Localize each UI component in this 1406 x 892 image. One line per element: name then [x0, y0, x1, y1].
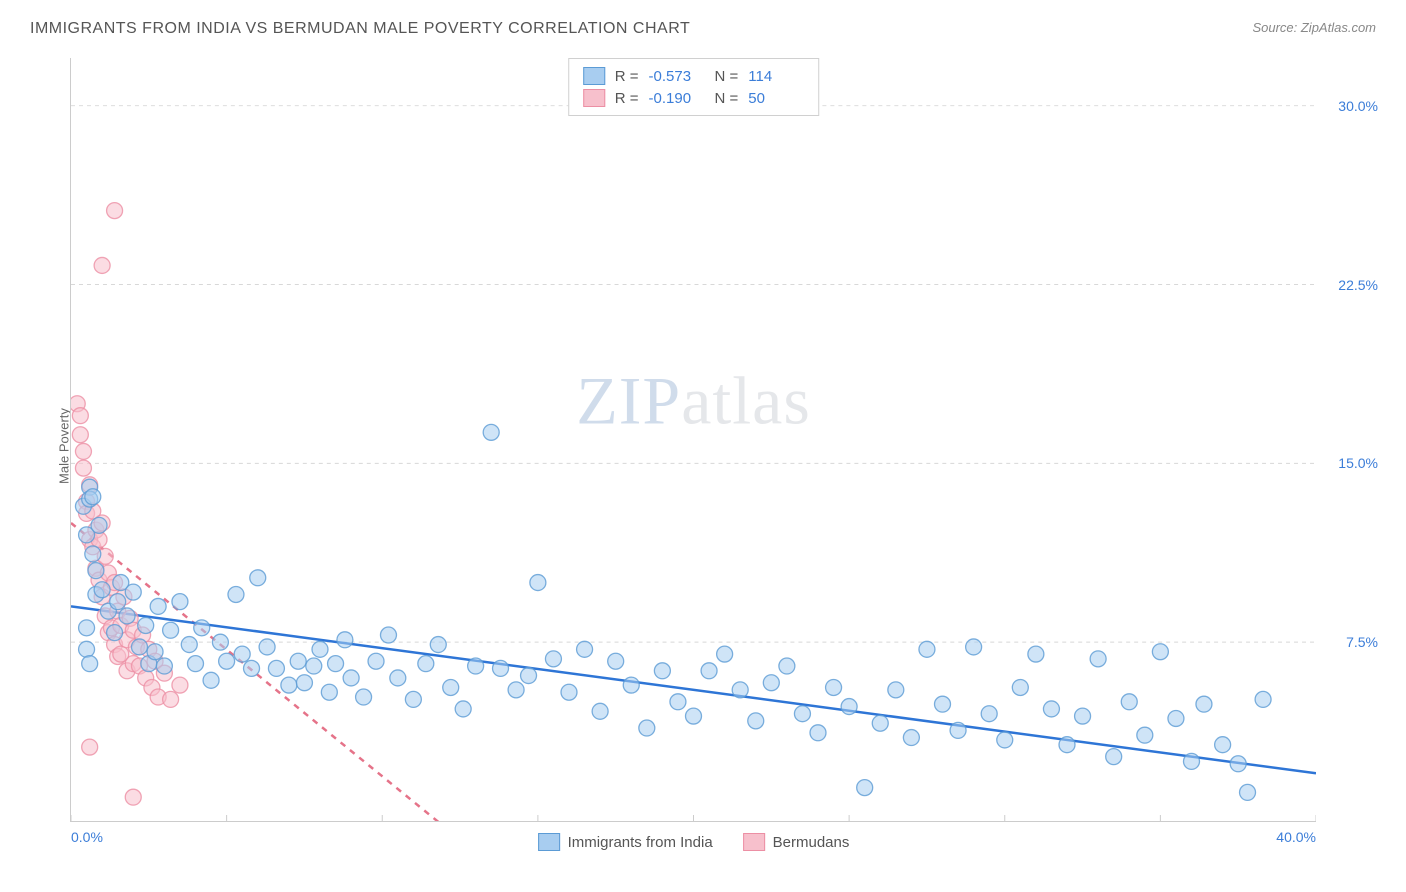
swatch-bermuda	[583, 89, 605, 107]
r-value-bermuda: -0.190	[649, 90, 705, 107]
r-label: R =	[615, 68, 639, 85]
plot-svg	[71, 58, 1316, 821]
plot-area: R = -0.573 N = 114 R = -0.190 N = 50 ZIP…	[70, 58, 1316, 822]
n-value-bermuda: 50	[748, 90, 804, 107]
legend-swatch-bermuda	[743, 833, 765, 851]
y-tick-label: 15.0%	[1338, 455, 1378, 471]
legend-label-bermuda: Bermudans	[773, 834, 850, 851]
y-tick-label: 7.5%	[1346, 634, 1378, 650]
correlation-stats-box: R = -0.573 N = 114 R = -0.190 N = 50	[568, 58, 820, 116]
r-value-india: -0.573	[649, 68, 705, 85]
stats-row-india: R = -0.573 N = 114	[583, 65, 805, 87]
legend-swatch-india	[538, 833, 560, 851]
legend-label-india: Immigrants from India	[568, 834, 713, 851]
x-tick-label: 40.0%	[1276, 829, 1316, 845]
n-label: N =	[715, 68, 739, 85]
swatch-india	[583, 67, 605, 85]
chart-container: IMMIGRANTS FROM INDIA VS BERMUDAN MALE P…	[20, 20, 1386, 872]
legend-item-bermuda: Bermudans	[743, 833, 850, 851]
x-tick-label: 0.0%	[71, 829, 103, 845]
n-label: N =	[715, 90, 739, 107]
chart-source: Source: ZipAtlas.com	[1252, 20, 1376, 35]
y-tick-label: 22.5%	[1338, 277, 1378, 293]
y-tick-label: 30.0%	[1338, 98, 1378, 114]
series-legend: Immigrants from India Bermudans	[538, 833, 850, 851]
legend-item-india: Immigrants from India	[538, 833, 713, 851]
n-value-india: 114	[748, 68, 804, 85]
stats-row-bermuda: R = -0.190 N = 50	[583, 87, 805, 109]
chart-title: IMMIGRANTS FROM INDIA VS BERMUDAN MALE P…	[30, 20, 690, 38]
chart-header: IMMIGRANTS FROM INDIA VS BERMUDAN MALE P…	[20, 20, 1386, 46]
r-label: R =	[615, 90, 639, 107]
